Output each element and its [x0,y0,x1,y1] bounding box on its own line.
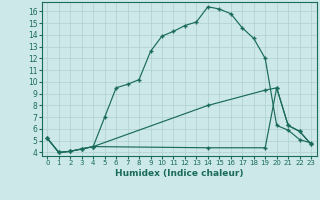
X-axis label: Humidex (Indice chaleur): Humidex (Indice chaleur) [115,169,244,178]
